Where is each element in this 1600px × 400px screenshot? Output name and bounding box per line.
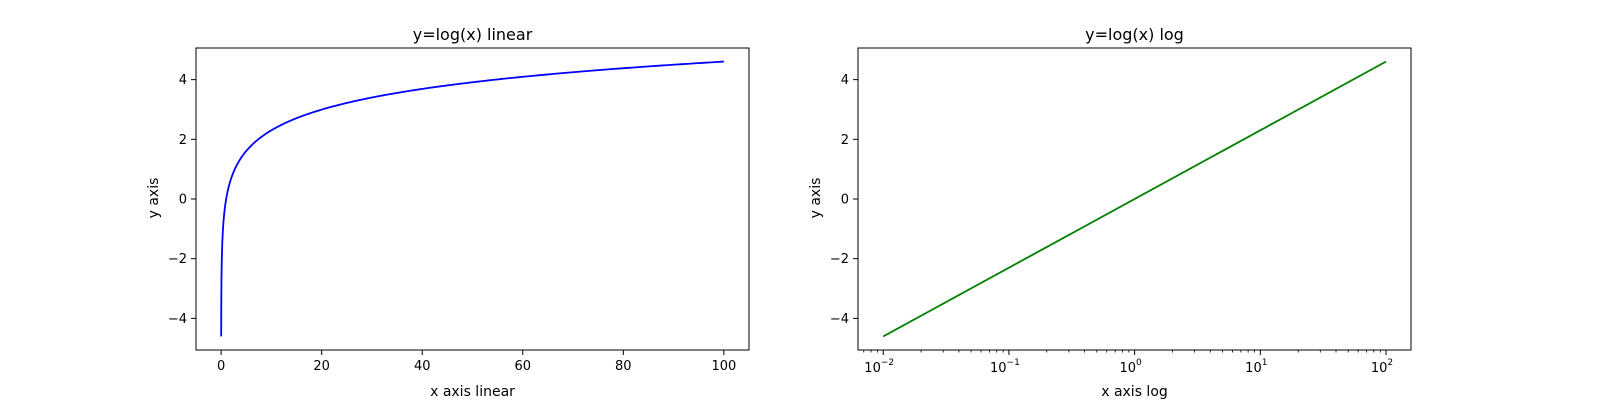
x-tick-label: 20 bbox=[313, 359, 330, 374]
y-axis-label: y axis bbox=[808, 178, 824, 219]
y-tick-label: 4 bbox=[841, 73, 849, 88]
x-tick-label-exp: 0 bbox=[1136, 358, 1142, 368]
x-tick-label: 40 bbox=[414, 359, 431, 374]
x-tick-label-base: 10 bbox=[1371, 361, 1388, 376]
chart-linear: y=log(x) linear x axis linear y axis 0 20… bbox=[146, 25, 750, 400]
x-tick-label-base: 10 bbox=[864, 361, 881, 376]
plot-area-frame bbox=[857, 47, 1412, 351]
y-tick-label: 0 bbox=[841, 193, 849, 208]
x-tick-label: 60 bbox=[514, 359, 531, 374]
x-tick-label-exp: 1 bbox=[1262, 358, 1268, 368]
y-axis-label: y axis bbox=[146, 178, 162, 219]
x-tick-label-exp: −1 bbox=[1007, 358, 1020, 368]
x-tick-label: 10−1 bbox=[990, 358, 1020, 376]
y-tick-label: −2 bbox=[830, 252, 849, 267]
y-tick-label: 2 bbox=[179, 133, 187, 148]
data-line bbox=[220, 60, 724, 337]
x-tick-label: 0 bbox=[217, 359, 225, 374]
x-tick-label-base: 10 bbox=[1245, 361, 1262, 376]
data-line bbox=[882, 60, 1387, 338]
y-tick-label: 2 bbox=[841, 133, 849, 148]
x-tick-label: 102 bbox=[1371, 358, 1393, 376]
x-tick-label-base: 10 bbox=[990, 361, 1007, 376]
y-tick-label: 0 bbox=[179, 193, 187, 208]
chart-title: y=log(x) log bbox=[1085, 25, 1184, 44]
tick-layer: 0 20 40 60 80 100 −4 −2 0 2 4 bbox=[168, 73, 736, 374]
x-tick-label-base: 10 bbox=[1119, 361, 1136, 376]
x-tick-label-exp: −2 bbox=[881, 358, 894, 368]
x-axis-label: x axis linear bbox=[430, 384, 515, 400]
x-tick-label: 100 bbox=[711, 359, 736, 374]
y-tick-label: −4 bbox=[830, 312, 849, 327]
x-tick-label-exp: 2 bbox=[1387, 358, 1393, 368]
x-tick-label: 80 bbox=[615, 359, 632, 374]
y-tick-label: −2 bbox=[168, 252, 187, 267]
x-tick-label: 100 bbox=[1119, 358, 1142, 376]
chart-log: y=log(x) log x axis log y axis 10−2 10−1 1… bbox=[808, 25, 1412, 400]
y-tick-label: −4 bbox=[168, 312, 187, 327]
chart-title: y=log(x) linear bbox=[413, 25, 533, 44]
x-tick-label: 10−2 bbox=[864, 358, 894, 376]
y-tick-label: 4 bbox=[179, 73, 187, 88]
x-axis-label: x axis log bbox=[1101, 384, 1168, 400]
plot-area-frame bbox=[195, 47, 750, 351]
x-tick-label: 101 bbox=[1245, 358, 1267, 376]
